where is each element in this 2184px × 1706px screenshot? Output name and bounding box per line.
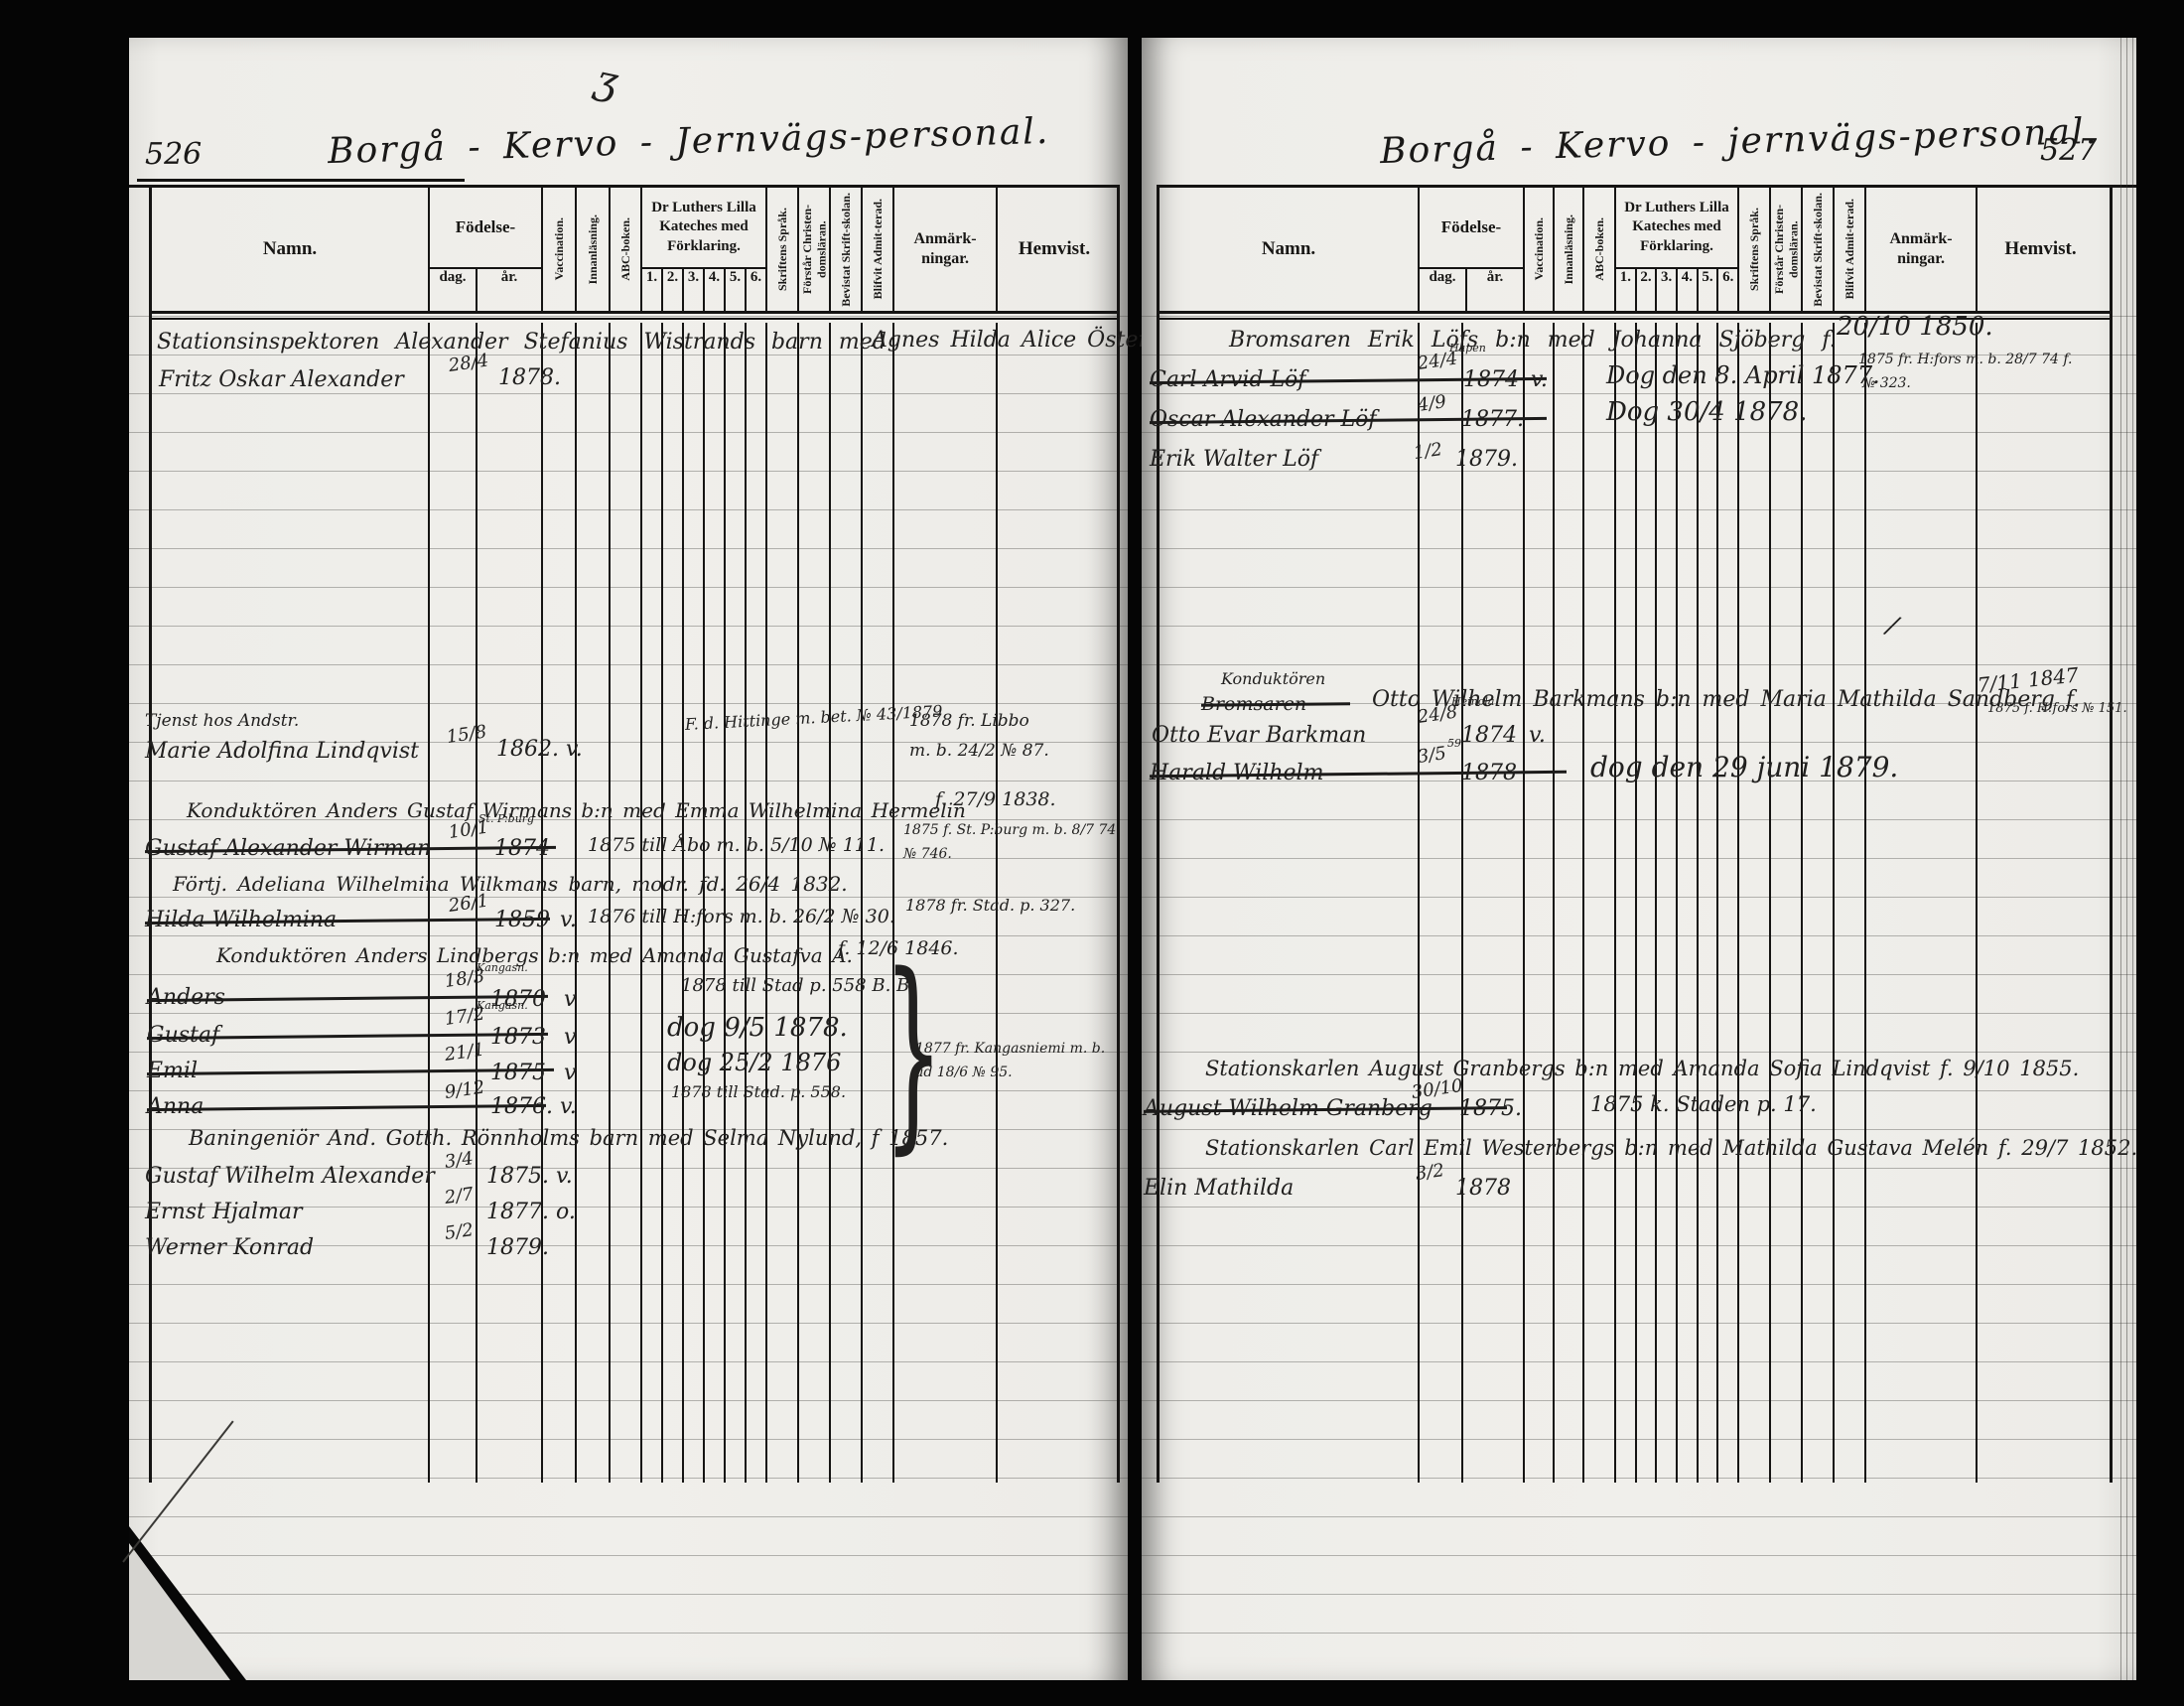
column-kateches: Dr Luthers Lilla Kateches med Förklaring…	[642, 188, 767, 311]
kateches-subcolumns: 1. 2. 3. 4. 5. 6.	[1616, 267, 1737, 311]
column-abc-boken: ABC-boken.	[611, 188, 642, 311]
column-forstar-christendomslaran: Förstår Christen-domsläran.	[1771, 188, 1803, 311]
ruled-lines	[129, 316, 1128, 1658]
left-page: 526 Borgå - Kervo - Jernvägs-personal. N…	[122, 38, 1221, 1680]
column-innanlasning: Innanläsning.	[1555, 188, 1584, 311]
paper-edge-lines	[2120, 38, 2136, 1680]
page-number-underline	[137, 179, 465, 182]
table-topline-extension	[2107, 185, 2136, 188]
right-page: 527 Borgå - Kervo - jernvägs-personal. N…	[1142, 38, 2137, 1680]
ruled-lines	[1142, 316, 2136, 1658]
column-fodelse: Födelse- dag. år.	[1420, 188, 1525, 311]
table-topline-extension	[129, 185, 149, 188]
column-header-fodelse: Födelse-	[455, 217, 516, 236]
table-body-grid	[1160, 323, 2110, 1483]
page-number: 527	[2040, 133, 2098, 168]
register-table: Namn. Födelse- dag. år. Vaccination. Inn…	[149, 185, 1120, 1483]
column-header-ar: år.	[1486, 269, 1504, 285]
column-innanlasning: Innanläsning.	[577, 188, 611, 311]
kateches-subcolumn-number: 1.	[1619, 269, 1631, 285]
column-blifvit-admitterad: Blifvit Admit-terad.	[863, 188, 894, 311]
column-header-kateches: Dr Luthers Lilla Kateches med Förklaring…	[651, 199, 756, 254]
kateches-subcolumn-number: 2.	[1634, 269, 1656, 311]
kateches-subcolumn-number: 3.	[1655, 269, 1676, 311]
column-header-namn: Namn.	[1261, 238, 1316, 259]
column-forstar-christendomslaran: Förstår Christen-domsläran.	[799, 188, 831, 311]
column-fodelse: Födelse- dag. år.	[430, 188, 543, 311]
column-skriftens-sprak: Skriftens Språk.	[767, 188, 799, 311]
page-number: 526	[145, 137, 203, 172]
kateches-subcolumn-number: 6.	[745, 269, 765, 311]
handwriting-entry: ʒ	[591, 56, 622, 106]
column-abc-boken: ABC-boken.	[1584, 188, 1616, 311]
column-bevistat-skriftskolan: Bevistat Skrift-skolan.	[1803, 188, 1835, 311]
column-header-dag: dag.	[430, 269, 478, 311]
kateches-subcolumn-number: 4.	[703, 269, 724, 311]
column-hemvist: Hemvist.	[2004, 238, 2077, 259]
table-body-grid	[152, 323, 1117, 1483]
table-header-row: Namn. Födelse- dag. år. Vaccination. Inn…	[152, 188, 1117, 314]
column-header-ar: år.	[500, 269, 518, 285]
column-anmarkningar: Anmärk-ningar.	[1866, 188, 1978, 311]
kateches-subcolumns: 1. 2. 3. 4. 5. 6.	[642, 267, 765, 311]
column-header-dag: dag.	[1420, 269, 1467, 311]
kateches-subcolumn-number: 3.	[682, 269, 703, 311]
page-title: Borgå - Kervo - jernvägs-personal.	[1379, 110, 2100, 173]
column-namn: Namn.	[152, 188, 430, 311]
column-header-kateches: Dr Luthers Lilla Kateches med Förklaring…	[1624, 199, 1729, 254]
column-hemvist: Hemvist.	[1018, 238, 1091, 259]
column-skriftens-sprak: Skriftens Språk.	[1739, 188, 1771, 311]
dog-ear-fold	[129, 1543, 230, 1680]
column-namn: Namn.	[1160, 188, 1420, 311]
kateches-subcolumn-number: 2.	[661, 269, 682, 311]
kateches-subcolumn-number: 4.	[1676, 269, 1697, 311]
column-anmarkningar: Anmärk-ningar.	[894, 188, 998, 311]
header-double-line	[152, 318, 1117, 320]
kateches-subcolumn-number: 5.	[1696, 269, 1717, 311]
table-header-row: Namn. Födelse- dag. år. Vaccination. Inn…	[1160, 188, 2110, 314]
column-bevistat-skriftskolan: Bevistat Skrift-skolan.	[831, 188, 863, 311]
column-header-namn: Namn.	[262, 238, 318, 259]
page-title: Borgå - Kervo - Jernvägs-personal.	[327, 110, 1050, 173]
kateches-subcolumn-number: 1.	[645, 269, 658, 285]
column-blifvit-admitterad: Blifvit Admit-terad.	[1835, 188, 1866, 311]
column-header-fodelse: Födelse-	[1440, 217, 1502, 236]
header-double-line	[1160, 318, 2110, 320]
column-vaccination: Vaccination.	[543, 188, 577, 311]
column-kateches: Dr Luthers Lilla Kateches med Förklaring…	[1616, 188, 1739, 311]
column-vaccination: Vaccination.	[1525, 188, 1555, 311]
kateches-subcolumn-number: 6.	[1716, 269, 1737, 311]
register-table: Namn. Födelse- dag. år. Vaccination. Inn…	[1157, 185, 2113, 1483]
kateches-subcolumn-number: 5.	[724, 269, 745, 311]
